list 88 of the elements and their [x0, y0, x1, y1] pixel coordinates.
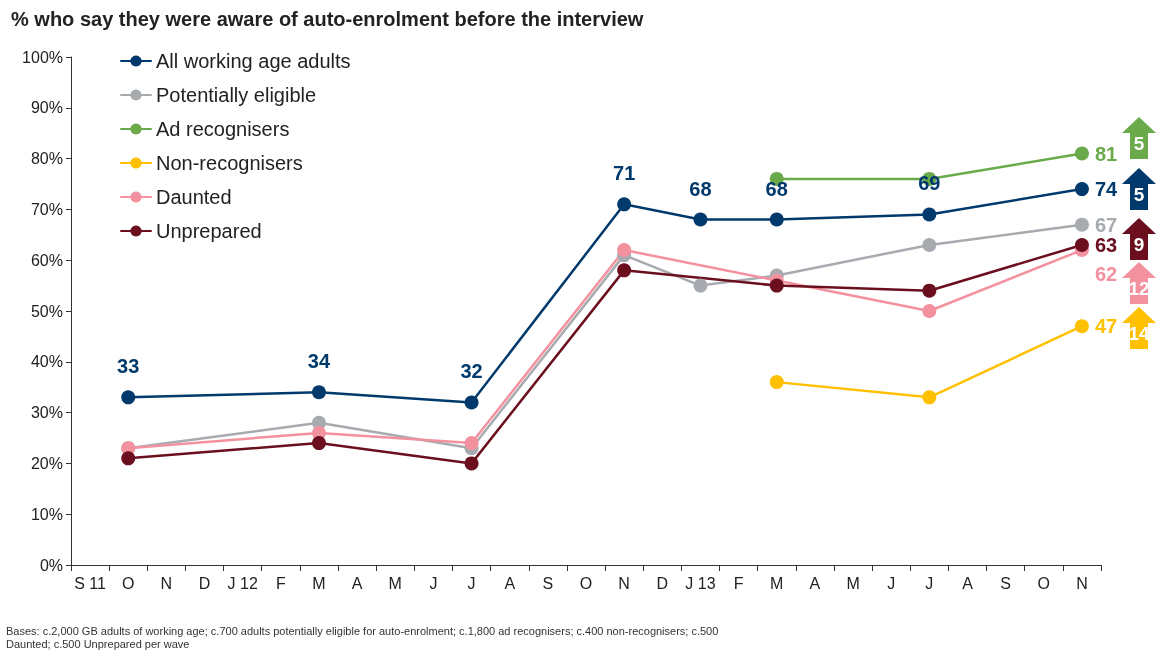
- point: [922, 237, 937, 252]
- point: [1074, 182, 1089, 197]
- y-tick-label: 70%: [30, 200, 63, 218]
- point: [464, 395, 479, 410]
- legend-label: Ad recognisers: [156, 118, 290, 140]
- x-tick-label: O: [579, 574, 593, 592]
- x-tick-label: D: [656, 574, 669, 592]
- chart-title: % who say they were aware of auto-enrolment before the interview: [11, 8, 644, 30]
- point: [121, 390, 136, 405]
- x-tick-label: N: [1076, 574, 1088, 592]
- point: [1074, 217, 1089, 232]
- x-tick-label: O: [122, 574, 135, 592]
- x-tick-label: A: [962, 574, 974, 592]
- point: [922, 207, 937, 222]
- y-tick-label: 80%: [30, 150, 63, 168]
- data-label: 33: [117, 355, 140, 378]
- data-label: 68: [689, 177, 712, 200]
- data-label: 47: [1094, 315, 1118, 338]
- x-tick-label: N: [618, 574, 630, 592]
- y-tick-label: 10%: [30, 505, 63, 523]
- x-tick-label: M: [388, 574, 402, 592]
- x-tick-label: M: [770, 574, 784, 592]
- legend-label: Non-recognisers: [156, 152, 303, 174]
- y-tick-label: 20%: [30, 454, 63, 472]
- legend-label: Potentially eligible: [156, 84, 317, 106]
- x-tick-label: J 13: [685, 574, 716, 592]
- point: [693, 212, 708, 227]
- x-tick-label: D: [198, 574, 211, 592]
- point: [922, 390, 937, 405]
- data-label: 68: [765, 177, 788, 200]
- legend-label: Daunted: [156, 186, 232, 208]
- point: [769, 375, 784, 390]
- text: Bases: c.2,000 GB adults of working age; c.700 adults potentially eligible for auto-enrolment; c.1,800 ad recognisers; c.400 non-recognisers; c.500 Daunted; c.500 Unprepared per wave: [6, 625, 720, 651]
- data-label: 67: [1094, 213, 1118, 236]
- text: 14: [1127, 323, 1151, 345]
- y-tick-label: 30%: [30, 404, 63, 422]
- point: [922, 304, 937, 318]
- x-tick-label: J: [429, 574, 438, 592]
- x-tick-label: F: [733, 574, 744, 592]
- x-tick-label: O: [1037, 574, 1050, 592]
- x-tick-label: M: [312, 574, 326, 592]
- x-tick-label: F: [275, 574, 286, 592]
- point: [922, 283, 937, 298]
- text: 5: [1132, 133, 1146, 155]
- data-label: 32: [460, 360, 483, 383]
- y-tick-label: 0%: [39, 556, 63, 574]
- data-label: 34: [307, 350, 331, 373]
- data-label: 74: [1094, 178, 1119, 201]
- y-tick-label: 90%: [30, 99, 63, 117]
- x-tick-label: J: [925, 574, 934, 592]
- y-tick-label: 40%: [30, 353, 63, 371]
- data-label: 71: [613, 162, 636, 185]
- x-tick-label: M: [846, 574, 860, 592]
- data-label: 62: [1094, 263, 1118, 286]
- x-tick-label: N: [160, 574, 173, 592]
- point: [1074, 146, 1089, 161]
- point: [464, 436, 479, 451]
- y-tick-label: 60%: [30, 251, 63, 269]
- x-tick-label: J: [887, 574, 896, 592]
- point: [769, 212, 784, 227]
- text: 5: [1132, 184, 1146, 206]
- legend-label: Unprepared: [156, 220, 262, 242]
- point: [1074, 237, 1089, 252]
- x-tick-label: A: [504, 574, 516, 592]
- point: [617, 243, 632, 258]
- text: 9: [1132, 234, 1146, 256]
- y-tick-label: 50%: [30, 302, 63, 320]
- x-tick-label: J 12: [227, 574, 258, 592]
- data-label: 81: [1094, 142, 1118, 165]
- point: [464, 456, 479, 471]
- x-tick-label: J: [467, 574, 476, 592]
- point: [693, 278, 708, 293]
- point: [617, 263, 632, 278]
- x-tick-label: A: [351, 574, 363, 592]
- point: [769, 278, 784, 293]
- point: [121, 451, 136, 466]
- point: [617, 197, 632, 212]
- x-tick-label: S 11: [74, 574, 107, 592]
- x-tick-label: S: [542, 574, 554, 592]
- point: [311, 436, 326, 451]
- point: [1074, 319, 1089, 334]
- data-label: 63: [1094, 233, 1118, 256]
- y-tick-label: 100%: [22, 48, 63, 66]
- x-tick-label: A: [809, 574, 821, 592]
- x-tick-label: S: [1000, 574, 1011, 592]
- point: [311, 385, 326, 400]
- legend-label: All working age adults: [156, 50, 351, 72]
- text: 12: [1127, 278, 1151, 300]
